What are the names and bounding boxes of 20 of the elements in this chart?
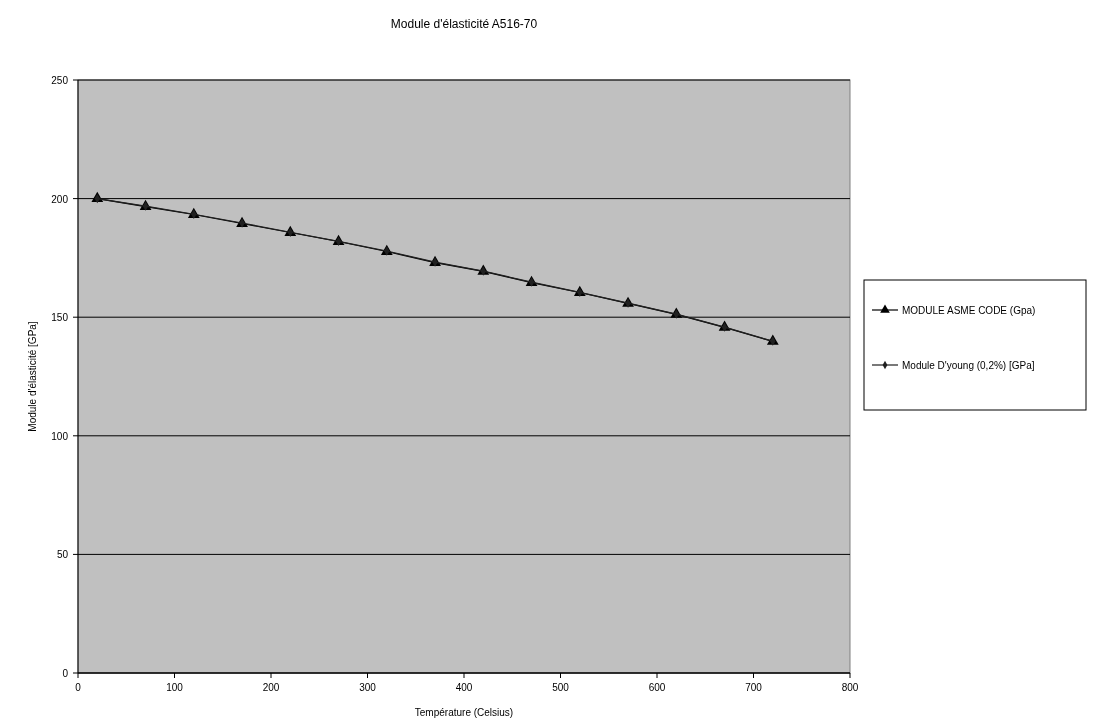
- x-tick-label: 200: [262, 682, 280, 693]
- y-tick-label: 0: [62, 668, 69, 679]
- x-tick-label: 100: [166, 682, 184, 693]
- x-tick-label: 700: [745, 682, 763, 693]
- x-axis-title: Température (Celsius): [414, 707, 514, 718]
- y-tick-label: 100: [51, 430, 69, 442]
- y-tick-label: 200: [51, 193, 69, 205]
- y-tick-label: 250: [51, 75, 69, 86]
- x-tick-label: 400: [455, 682, 473, 693]
- x-tick-label: 800: [841, 682, 859, 693]
- legend-label: MODULE ASME CODE (Gpa): [902, 305, 1036, 316]
- y-axis-title: Module d'élasticité [GPa]: [27, 321, 38, 432]
- x-tick-label: 300: [359, 682, 377, 693]
- x-tick-label: 0: [75, 682, 82, 693]
- y-tick-label: 150: [51, 312, 69, 324]
- x-tick-label: 500: [552, 682, 570, 693]
- chart-title: Module d'élasticité A516-70: [390, 17, 538, 31]
- legend-label: Module D'young (0,2%) [GPa]: [902, 360, 1035, 371]
- x-tick-label: 600: [648, 682, 666, 693]
- y-tick-label: 50: [56, 549, 69, 561]
